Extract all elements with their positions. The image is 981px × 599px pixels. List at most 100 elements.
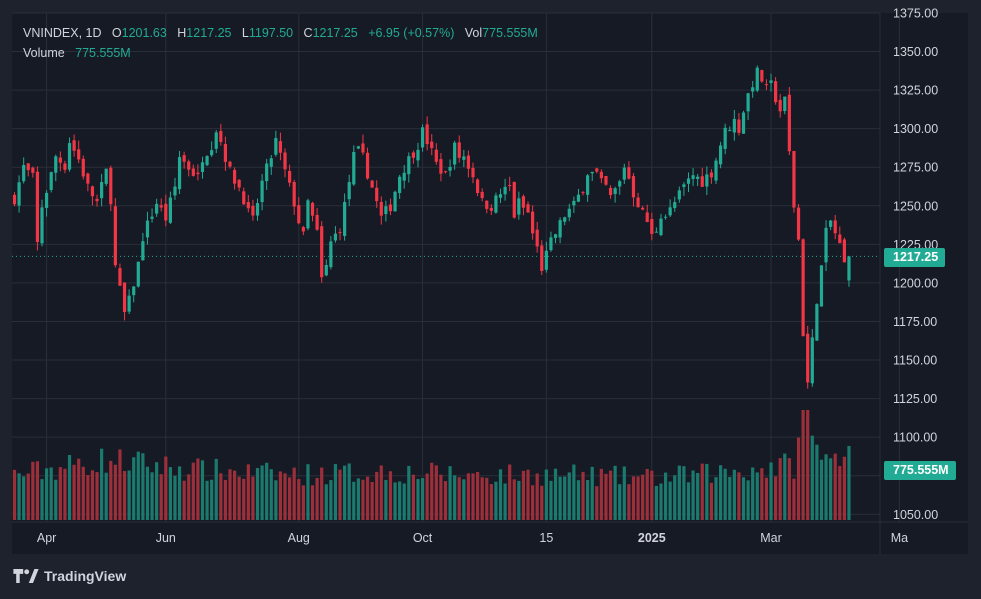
price-tick-label: 1050.00 [893,508,938,522]
volume-bar [77,458,81,520]
volume-bar [127,470,131,520]
candle-body [136,261,140,287]
tradingview-brand[interactable]: TradingView [13,568,126,584]
candle-body [333,233,338,241]
time-axis[interactable]: Apr Jun Aug Oct 15 2025 Mar Ma [37,531,908,545]
candle-body [77,149,81,160]
volume-bar [320,467,324,520]
candle-body [778,99,782,112]
volume-bar [155,462,159,520]
candle-body [379,201,383,216]
volume-bar [191,462,195,520]
volume-bar [576,480,581,520]
volume-bar [210,479,214,520]
volume-bar [95,472,99,520]
volume-bar [150,472,154,520]
volume-bar [494,481,498,520]
candle-body [466,155,471,169]
time-tick-label: 15 [539,531,553,545]
candle-body [205,155,209,166]
candle-body [627,167,631,179]
candle-body [723,127,727,149]
candle-body [301,227,305,232]
candle-body [682,184,686,187]
candle-body [549,237,553,251]
candle-body [310,202,315,216]
candle-body [475,179,480,194]
candle-body [132,286,136,296]
volume-bar [228,469,232,520]
volume-bar [627,484,631,520]
volume-bar [535,473,539,520]
volume-bar [842,456,846,520]
candle-body [567,208,571,218]
time-tick-label: 2025 [638,531,666,545]
volume-bar [485,477,489,520]
candle-body [526,204,530,213]
candle-body [650,219,654,234]
candle-body [531,211,535,234]
volume-bar [388,471,393,520]
time-tick-label: Ma [891,531,908,545]
candle-body [228,161,232,167]
volume-bar [182,480,186,520]
volume-bar [810,435,814,520]
volume-bar [709,482,714,520]
volume-bar [430,462,434,520]
volume-bar [567,472,571,520]
volume-bar [462,479,466,520]
brand-label: TradingView [44,568,127,584]
volume-bar [599,468,603,520]
volume-bar [760,468,764,520]
candle-body [622,167,626,180]
volume-bar [691,470,695,520]
candle-body [118,268,122,286]
volume-bar [315,477,319,520]
volume-bar [526,469,530,520]
volume-bar [200,460,205,520]
volume-label[interactable]: Volume [23,46,65,60]
volume-bar [824,454,828,520]
volume-bar [86,475,90,520]
volume-bar [398,481,402,520]
candle-body [269,158,273,167]
price-tick-label: 1100.00 [893,431,937,445]
candle-body [572,200,576,206]
volume-bar [54,479,58,520]
candle-body [512,181,516,218]
candle-body [425,124,429,145]
volume-bar [654,485,658,520]
volume-bar [714,477,718,520]
candle-body [122,282,127,313]
volume-bar [164,456,168,520]
candle-body [141,241,145,261]
volume-bar [356,478,360,520]
volume-bar [81,466,85,520]
candle-body [741,112,746,134]
candle-body [388,204,393,212]
candle-body [517,198,521,215]
candlesticks [12,65,851,389]
candle-body [329,241,333,268]
candle-body [608,187,613,196]
price-axis[interactable]: 1375.00 1350.00 1325.00 1300.00 1275.00 1250.… [893,7,938,522]
candle-body [847,256,851,281]
volume-bar [411,474,415,520]
symbol-label[interactable]: VNINDEX, 1D [23,26,102,40]
candle-body [35,171,40,243]
tradingview-logo-icon [13,569,39,583]
candle-body [420,127,425,148]
volume-bar [815,444,819,520]
candle-body [787,94,791,152]
volume-bar [283,473,287,520]
volume-bar [22,476,26,520]
volume-bar [338,469,342,520]
volume-bar [310,485,315,520]
candle-body [480,191,484,199]
candle-body [95,198,99,202]
volume-bar [581,471,585,520]
candle-body [769,80,773,83]
volume-bar [668,481,672,520]
candle-body [127,295,131,312]
